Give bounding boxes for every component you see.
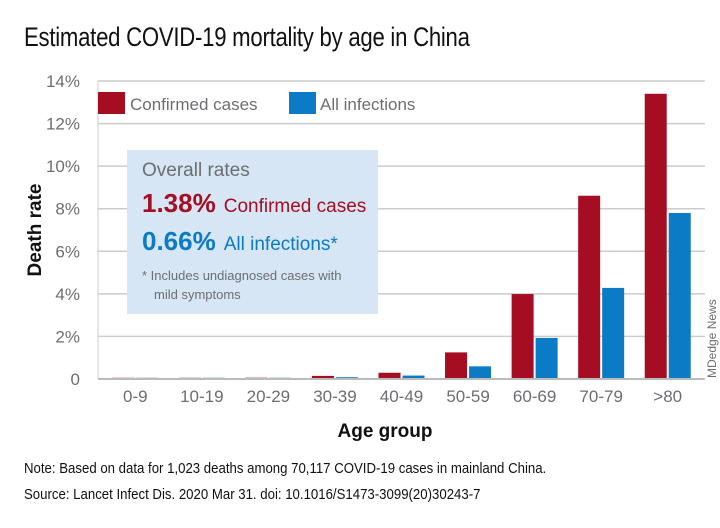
legend-swatch-confirmed [98,92,125,114]
x-axis-title: Age group [338,421,433,442]
bar-confirmed-gt80 [644,93,667,380]
legend-swatch-all [289,92,316,114]
source-line: Source: Lancet Infect Dis. 2020 Mar 31. … [24,486,480,503]
y-axis-title: Death rate [25,184,46,277]
overall-footnote: * Includes undiagnosed cases with mild s… [142,266,341,304]
credit-label: MDedge News [705,299,719,378]
y-tick-label: 10% [46,157,80,176]
source-text: Lancet Infect Dis. 2020 Mar 31. doi: 10.… [73,486,481,503]
bar-confirmed-40-49 [378,372,401,379]
x-tick-label: 60-69 [513,387,556,406]
bar-confirmed-60-69 [511,294,534,379]
bar-all-gt80 [668,212,691,379]
bar-all-40-49 [402,375,425,379]
x-tick-label: 70-79 [579,387,622,406]
bar-confirmed-70-79 [578,195,601,379]
bar-confirmed-30-39 [311,375,334,379]
overall-rates-box: Overall rates 1.38% Confirmed cases 0.66%… [127,150,378,314]
legend: Confirmed cases All infections [98,92,415,114]
overall-rates-header: Overall rates [142,160,250,181]
note-text: Based on data for 1,023 deaths among 70,… [59,460,547,477]
y-tick-label: 8% [55,200,80,219]
overall-all-row: 0.66% All infections* [142,226,338,257]
x-tick-label: 40-49 [380,387,423,406]
x-tick-label: 0-9 [123,387,148,406]
bar-all-70-79 [602,287,625,379]
note-label: Note: [24,460,56,477]
overall-confirmed-label: Confirmed cases [223,196,367,217]
y-tick-label: 4% [55,285,80,304]
overall-all-value: 0.66% [142,226,216,256]
x-tick-label: >80 [653,387,682,406]
x-tick-label: 30-39 [313,387,356,406]
y-tick-label: 2% [55,327,80,346]
y-tick-label: 12% [46,115,80,134]
legend-label-all: All infections [320,95,415,114]
overall-all-label: All infections* [223,234,338,255]
y-tick-label: 6% [55,242,80,261]
y-tick-label: 0 [71,370,80,389]
chart-title: Estimated COVID-19 mortality by age in C… [24,22,470,52]
overall-confirmed-row: 1.38% Confirmed cases [142,188,366,219]
x-tick-label: 20-29 [247,387,290,406]
x-tick-label: 10-19 [180,387,223,406]
legend-label-confirmed: Confirmed cases [130,95,258,114]
y-tick-label: 14% [46,72,80,91]
source-label: Source: [24,486,70,503]
bar-confirmed-50-59 [445,352,468,379]
x-tick-labels: 0-9 10-19 20-29 30-39 40-49 50-59 60-69 70-79 >8… [123,387,682,406]
bar-all-60-69 [535,337,558,379]
y-tick-labels: 0 2% 4% 6% 8% 10% 12% 14% [46,72,80,389]
bar-all-50-59 [469,366,492,379]
note-line: Note: Based on data for 1,023 deaths amo… [24,460,546,477]
overall-footnote-line1: * Includes undiagnosed cases with [142,268,342,283]
overall-footnote-line2: mild symptoms [154,287,241,302]
x-tick-label: 50-59 [446,387,489,406]
overall-confirmed-value: 1.38% [142,188,216,218]
